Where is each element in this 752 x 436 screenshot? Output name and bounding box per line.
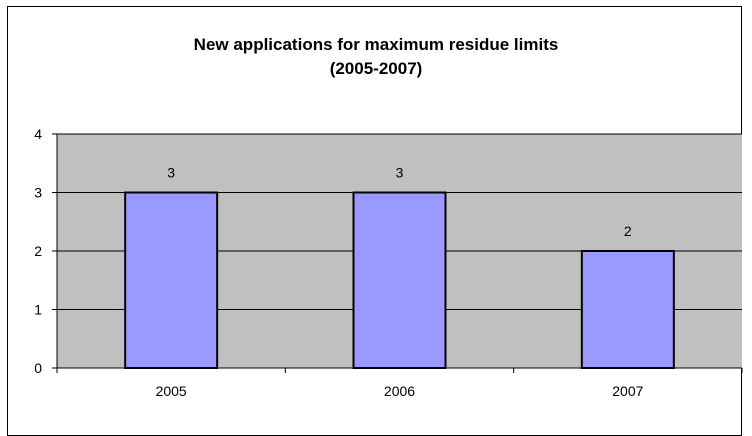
y-tick-label: 4 [34, 126, 42, 142]
data-label: 2 [624, 223, 632, 239]
bar-2006 [352, 191, 447, 369]
y-tick-label: 0 [34, 360, 42, 376]
y-tick-label: 3 [34, 185, 42, 201]
bar-2005 [124, 191, 219, 369]
bar-chart: 0 1 2 3 4 3 2005 3 2006 2 2007 [34, 126, 743, 399]
x-tick-label: 2007 [612, 383, 643, 399]
data-label: 3 [396, 165, 404, 181]
plot-area: 0 1 2 3 4 3 2005 3 2006 2 2007 [34, 126, 743, 399]
y-tick-label: 1 [34, 302, 42, 318]
chart-subtitle: (2005-2007) [329, 59, 423, 78]
data-label: 3 [167, 165, 175, 181]
chart-title: New applications for maximum residue lim… [193, 35, 559, 54]
x-tick-label: 2006 [384, 383, 415, 399]
y-tick-label: 2 [34, 243, 42, 259]
bar-2007 [580, 250, 675, 369]
x-tick-label: 2005 [156, 383, 187, 399]
